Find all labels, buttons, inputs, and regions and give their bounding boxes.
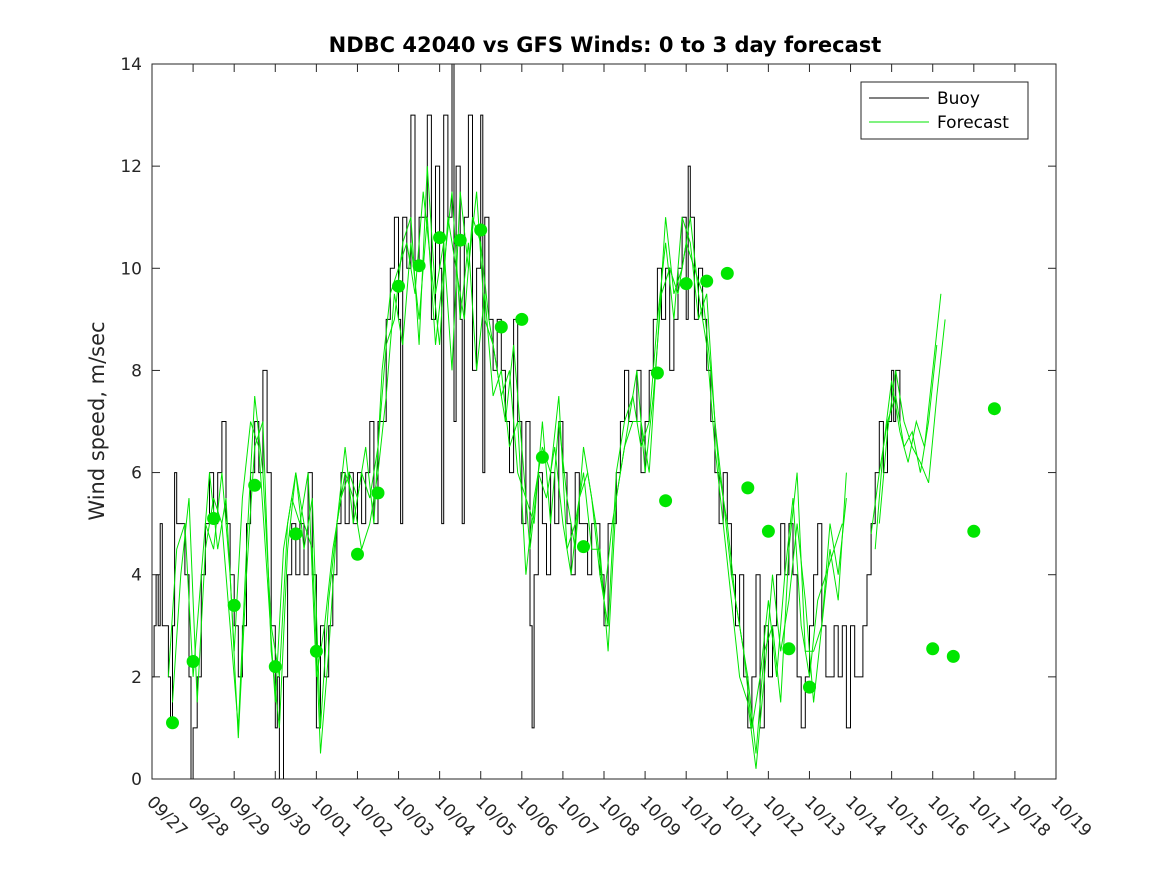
forecast-marker-25 (741, 481, 755, 495)
forecast-marker-11 (392, 279, 405, 293)
forecast-marker-8 (309, 644, 323, 658)
forecast-run-line-2 (172, 166, 847, 754)
forecast-run-line-5 (874, 293, 942, 550)
y-tick-label: 8 (131, 361, 142, 381)
forecast-marker-4 (227, 598, 241, 612)
forecast-marker-3 (207, 512, 221, 525)
forecast-marker-18 (535, 450, 549, 464)
forecast-marker-23 (700, 274, 714, 288)
y-tick-label: 12 (120, 157, 142, 177)
y-tick-label: 0 (131, 770, 142, 790)
forecast-marker-5 (248, 478, 262, 492)
forecast-marker-21 (659, 494, 673, 508)
forecast-marker-30 (946, 649, 960, 663)
plot-area (152, 63, 1001, 780)
forecast-marker-28 (803, 680, 816, 694)
y-tick-label: 4 (131, 566, 142, 586)
forecast-marker-17 (515, 312, 529, 326)
y-tick-label: 14 (120, 55, 142, 75)
forecast-marker-12 (412, 259, 426, 273)
forecast-run-line-3 (204, 191, 847, 769)
y-tick-label: 6 (131, 464, 142, 484)
forecast-marker-9 (351, 547, 364, 561)
y-tick-label: 10 (120, 259, 142, 279)
forecast-marker-20 (650, 366, 664, 380)
forecast-marker-31 (967, 524, 981, 538)
forecast-marker-29 (926, 642, 940, 656)
forecast-marker-26 (761, 524, 775, 538)
forecast-marker-1 (166, 716, 179, 730)
forecast-marker-10 (371, 486, 385, 500)
chart-title: NDBC 42040 vs GFS Winds: 0 to 3 day fore… (329, 33, 882, 57)
forecast-marker-15 (474, 223, 488, 237)
forecast-run-line-6 (878, 319, 946, 524)
forecast-marker-2 (186, 655, 200, 668)
legend-forecast-label: Forecast (937, 113, 1009, 133)
forecast-run-line-1 (167, 191, 843, 728)
forecast-marker-14 (453, 233, 467, 247)
forecast-marker-7 (289, 527, 303, 541)
legend-buoy-label: Buoy (937, 89, 980, 109)
y-axis-label: Wind speed, m/sec (85, 321, 109, 520)
forecast-marker-32 (987, 402, 1001, 416)
forecast-marker-13 (433, 231, 447, 245)
forecast-marker-22 (679, 277, 693, 291)
forecast-marker-24 (720, 266, 734, 280)
forecast-marker-16 (494, 320, 508, 334)
forecast-marker-19 (577, 540, 590, 554)
y-tick-label: 2 (131, 668, 142, 688)
legend: Buoy Forecast (860, 81, 1029, 140)
forecast-marker-6 (268, 660, 282, 674)
forecast-marker-27 (782, 642, 796, 656)
legend-box (860, 81, 1029, 140)
